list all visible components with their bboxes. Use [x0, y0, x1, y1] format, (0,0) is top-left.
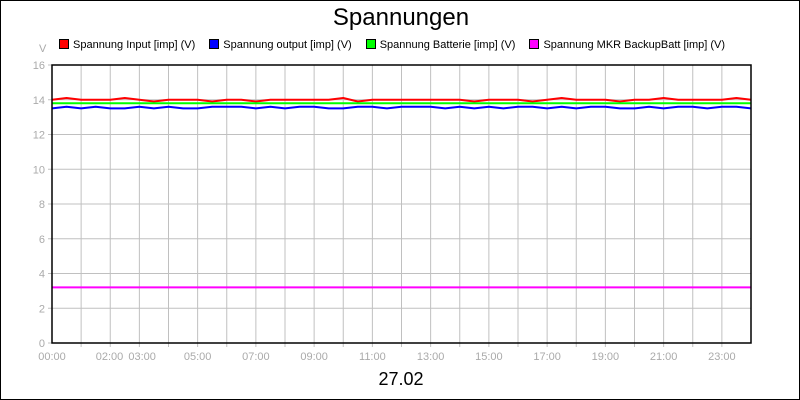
legend-label: Spannung Batterie [imp] (V): [379, 39, 516, 51]
x-tick-label: 19:00: [592, 351, 620, 363]
x-tick-label: 00:00: [38, 351, 66, 363]
y-tick-label: 6: [39, 234, 45, 246]
x-axis-label: 27.02: [378, 369, 424, 389]
y-tick-label: 4: [39, 269, 45, 281]
y-tick-label: 2: [39, 303, 45, 315]
x-tick-label: 11:00: [359, 351, 386, 363]
y-axis-label: V: [39, 43, 47, 55]
plot-border: [51, 64, 752, 344]
x-tick-label: 02:00: [96, 351, 124, 363]
legend-swatch: [529, 39, 540, 49]
legend-item: Spannung output [imp] (V): [209, 39, 352, 51]
x-tick-label: 09:00: [300, 351, 328, 363]
legend-item: Spannung MKR BackupBatt [imp] (V): [529, 39, 725, 51]
x-tick-label: 21:00: [650, 351, 678, 363]
y-tick-label: 14: [33, 95, 45, 107]
x-tick-label: 03:00: [128, 351, 156, 363]
legend-swatch: [59, 39, 69, 49]
legend-swatch: [365, 39, 376, 49]
y-tick-label: 16: [33, 60, 45, 72]
y-tick-label: 0: [39, 338, 45, 350]
y-tick-label: 12: [33, 130, 45, 142]
legend-swatch: [209, 39, 220, 49]
y-tick-label: 10: [33, 164, 45, 176]
x-tick-label: 23:00: [708, 351, 736, 363]
legend-label: Spannung output [imp] (V): [223, 39, 352, 51]
x-tick-label: 13:00: [417, 351, 445, 363]
legend: Spannung Input [imp] (V) Spannung output …: [59, 39, 739, 51]
series-line-2: [51, 105, 752, 110]
x-tick-label: 07:00: [242, 351, 270, 363]
chart-title: Spannungen: [332, 4, 470, 31]
legend-item: Spannung Input [imp] (V): [59, 39, 195, 51]
x-tick-label: 17:00: [533, 351, 561, 363]
y-tick-label: 8: [39, 199, 45, 211]
x-tick-label: 15:00: [475, 351, 503, 363]
legend-label: Spannung Input [imp] (V): [73, 39, 196, 51]
x-tick-label: 05:00: [184, 351, 212, 363]
series-line-1: [51, 97, 752, 103]
legend-label: Spannung MKR BackupBatt [imp] (V): [543, 39, 726, 51]
legend-item: Spannung Batterie [imp] (V): [365, 39, 516, 51]
